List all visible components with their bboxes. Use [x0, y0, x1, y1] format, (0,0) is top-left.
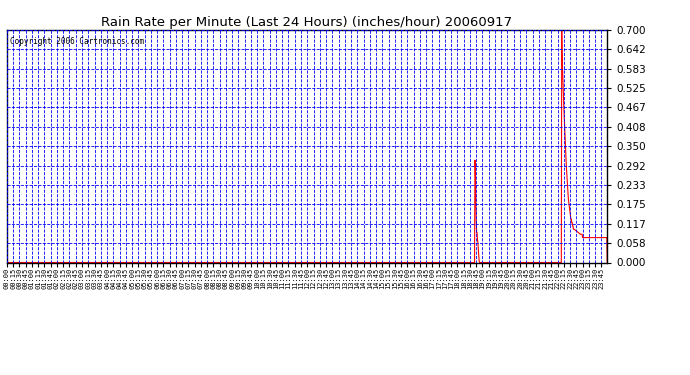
- Title: Rain Rate per Minute (Last 24 Hours) (inches/hour) 20060917: Rain Rate per Minute (Last 24 Hours) (in…: [101, 16, 513, 29]
- Text: Copyright 2006 Cartronics.com: Copyright 2006 Cartronics.com: [10, 37, 144, 46]
